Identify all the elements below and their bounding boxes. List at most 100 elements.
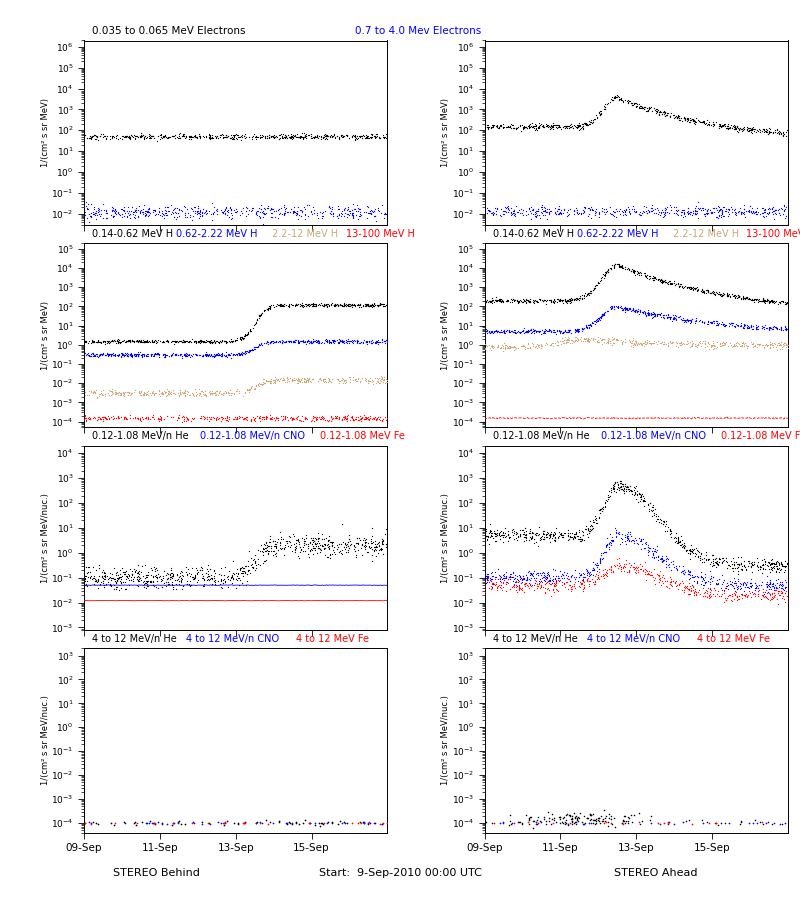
Point	[638, 491, 650, 505]
Point	[353, 531, 366, 545]
Point	[225, 386, 238, 400]
Point	[590, 814, 602, 828]
Point	[343, 297, 356, 311]
Point	[366, 298, 379, 312]
Point	[333, 332, 346, 347]
Point	[678, 584, 690, 598]
Point	[358, 205, 370, 220]
Point	[283, 335, 296, 349]
Point	[271, 203, 284, 218]
Point	[503, 338, 516, 353]
Point	[329, 411, 342, 426]
Point	[80, 333, 93, 347]
Point	[512, 120, 525, 134]
Point	[622, 302, 634, 317]
Point	[495, 574, 508, 589]
Point	[234, 562, 246, 576]
Point	[601, 494, 614, 508]
Point	[274, 542, 287, 556]
Point	[131, 572, 144, 587]
Point	[137, 388, 150, 402]
Point	[732, 290, 745, 304]
Point	[538, 577, 551, 591]
Point	[256, 129, 269, 143]
Point	[258, 375, 271, 390]
Point	[729, 320, 742, 334]
Point	[186, 130, 199, 144]
Point	[522, 580, 535, 595]
Point	[130, 348, 142, 363]
Point	[332, 816, 345, 831]
Point	[646, 336, 658, 350]
Point	[568, 577, 581, 591]
Point	[658, 104, 670, 119]
Point	[110, 130, 122, 145]
Point	[254, 205, 266, 220]
Point	[734, 316, 747, 330]
Point	[138, 130, 150, 144]
Point	[528, 294, 541, 309]
Point	[743, 584, 756, 598]
Point	[654, 578, 667, 592]
Point	[574, 534, 587, 548]
Point	[558, 329, 571, 344]
Point	[552, 338, 565, 353]
Point	[642, 544, 655, 559]
Point	[188, 130, 201, 144]
Point	[89, 573, 102, 588]
Point	[372, 337, 385, 351]
Point	[777, 294, 790, 309]
Point	[243, 130, 256, 144]
Point	[229, 346, 242, 361]
Point	[484, 325, 497, 339]
Point	[689, 569, 702, 583]
Point	[504, 292, 517, 307]
Point	[263, 301, 276, 315]
Point	[557, 292, 570, 307]
Point	[488, 294, 501, 309]
Point	[373, 411, 386, 426]
Point	[542, 292, 555, 307]
Point	[82, 560, 95, 574]
Point	[618, 204, 631, 219]
Point	[274, 532, 287, 546]
Point	[331, 129, 344, 143]
Point	[622, 482, 634, 496]
Point	[94, 577, 106, 591]
Point	[298, 374, 310, 389]
Point	[646, 202, 659, 217]
Point	[645, 306, 658, 320]
Point	[774, 323, 787, 338]
Point	[749, 204, 762, 219]
Point	[157, 334, 170, 348]
Point	[363, 298, 376, 312]
Point	[105, 208, 118, 222]
Point	[290, 375, 303, 390]
Point	[765, 293, 778, 308]
Point	[611, 333, 624, 347]
Point	[168, 130, 181, 145]
Point	[268, 130, 281, 145]
Point	[696, 283, 709, 297]
Point	[153, 414, 166, 428]
Point	[762, 338, 775, 353]
Point	[746, 205, 759, 220]
Point	[179, 334, 192, 348]
Point	[503, 581, 516, 596]
Point	[599, 808, 612, 823]
Point	[527, 526, 540, 540]
Point	[706, 286, 719, 301]
Point	[277, 297, 290, 311]
Point	[496, 323, 509, 338]
Point	[715, 336, 728, 350]
Point	[756, 566, 769, 580]
Point	[714, 337, 726, 351]
Point	[311, 538, 324, 553]
Point	[366, 374, 379, 388]
Point	[680, 814, 693, 829]
Point	[178, 411, 190, 426]
Point	[698, 578, 710, 592]
Point	[541, 117, 554, 131]
Point	[520, 573, 533, 588]
Point	[779, 338, 792, 353]
